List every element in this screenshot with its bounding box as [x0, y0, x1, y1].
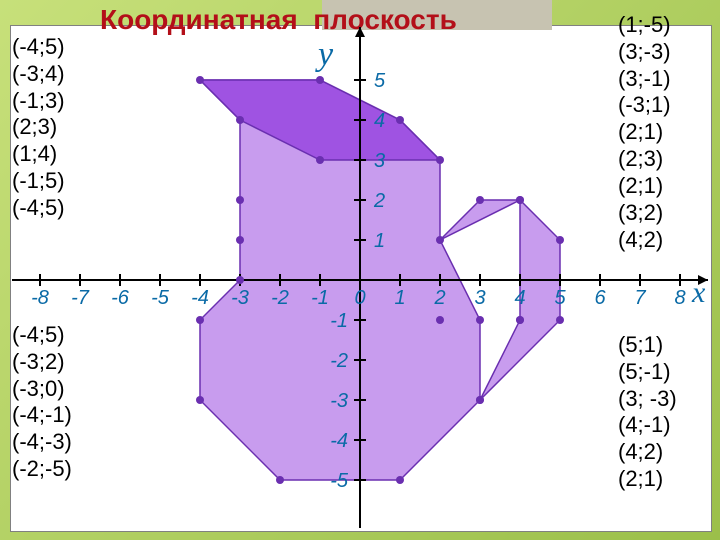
x-tick-label: 2 [433, 287, 445, 309]
x-tick-label: -1 [311, 287, 329, 309]
x-tick-label: 3 [474, 287, 485, 309]
coords-bot-left: (-4;5) (-3;2) (-3;0) (-4;-1) (-4;-3) (-2… [12, 322, 72, 483]
coords-top-left: (-4;5) (-3;4) (-1;3) (2;3) (1;4) (-1;5) … [12, 34, 65, 222]
data-point [516, 196, 524, 204]
data-point [516, 316, 524, 324]
data-point [196, 396, 204, 404]
data-point [476, 196, 484, 204]
x-tick-label: 6 [594, 287, 606, 309]
slide-root: Координатная плоскость -8-7-6-5-4-3-2-10… [0, 0, 720, 540]
x-tick-label: 8 [674, 287, 685, 309]
y-tick-label: 3 [374, 150, 385, 172]
y-tick-label: -3 [330, 390, 348, 412]
data-point [396, 116, 404, 124]
axis-x-label: х [692, 276, 705, 310]
data-point [436, 316, 444, 324]
data-point [196, 316, 204, 324]
y-tick-label: 1 [374, 230, 385, 252]
x-tick-label: -3 [231, 287, 249, 309]
y-tick-label: 2 [373, 190, 385, 212]
data-point [476, 316, 484, 324]
y-tick-label: -5 [330, 470, 349, 492]
data-point [556, 316, 564, 324]
data-point [316, 76, 324, 84]
x-tick-label: -5 [151, 287, 170, 309]
coordinate-plot: -8 -7 -6 -5 -4 -3 -2 -1 0 1 2 3 4 5 6 7 8 1 2 3 4 5 -1 -2 -3 -4 -5 [0, 0, 720, 540]
data-point [236, 196, 244, 204]
y-tick-label: 5 [374, 70, 386, 92]
data-point [316, 156, 324, 164]
x-tick-label: 5 [554, 287, 566, 309]
y-tick-label: -1 [330, 310, 348, 332]
x-tick-label: 7 [634, 287, 646, 309]
data-point [396, 476, 404, 484]
y-axis-arrow [355, 27, 365, 37]
data-point [436, 156, 444, 164]
x-tick-label: -4 [191, 287, 209, 309]
y-tick-label: 4 [374, 110, 385, 132]
x-tick-label: 1 [394, 287, 405, 309]
x-tick-label: -7 [71, 287, 90, 309]
data-point [476, 396, 484, 404]
data-point [556, 236, 564, 244]
x-tick-label: -8 [31, 287, 49, 309]
coords-top-right: (1;-5) (3;-3) (3;-1) (-3;1) (2;1) (2;3) … [618, 12, 671, 253]
data-point [196, 76, 204, 84]
x-tick-label: -6 [111, 287, 130, 309]
x-tick-label: -2 [271, 287, 289, 309]
data-point [436, 236, 444, 244]
data-point [236, 116, 244, 124]
y-tick-label: -2 [330, 350, 348, 372]
data-point [236, 236, 244, 244]
coords-bot-right: (5;1) (5;-1) (3; -3) (4;-1) (4;2) (2;1) [618, 332, 677, 493]
data-point [236, 276, 244, 284]
axis-y-label: у [318, 36, 333, 74]
x-tick-label: 0 [354, 287, 365, 309]
data-point [276, 476, 284, 484]
y-tick-label: -4 [330, 430, 348, 452]
x-tick-label: 4 [514, 287, 525, 309]
